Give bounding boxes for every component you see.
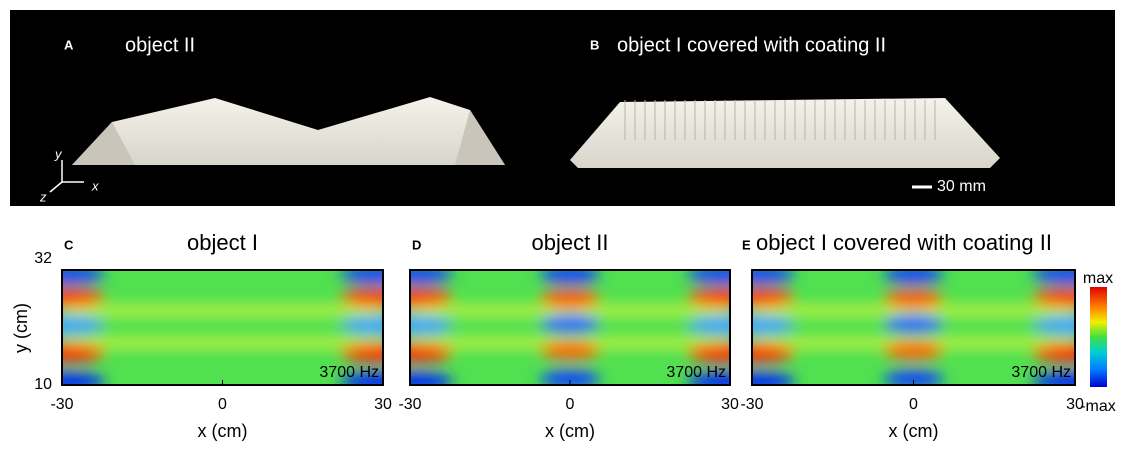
heatmap-blob [29, 344, 105, 362]
heatmap-blob [340, 344, 416, 362]
heatmap-blob [377, 344, 453, 362]
frequency-note: 3700 Hz [666, 364, 726, 381]
x-axis-label: x (cm) [545, 421, 595, 441]
y-axis-label: y (cm) [11, 303, 31, 353]
heatmap-band [62, 305, 383, 317]
heatmap-blob [29, 289, 105, 307]
heatmap-blob [540, 342, 600, 360]
heatmap-blob [377, 289, 453, 307]
x-tick-label: 0 [909, 396, 918, 413]
heatmap-blob [884, 290, 944, 308]
x-tick-label: 30 [374, 396, 392, 413]
x-axis-label: x (cm) [889, 421, 939, 441]
colorbar-label: max [1083, 270, 1113, 287]
heatmap-blob [540, 315, 600, 333]
frequency-note: 3700 Hz [319, 364, 379, 381]
panel-label: B [590, 37, 599, 52]
heatmap-blob [884, 266, 944, 284]
scale-bar-label: 30 mm [937, 178, 986, 195]
heatmap-blob [377, 373, 453, 391]
heatmap-blob [540, 266, 600, 284]
panel-title: object I covered with coating II [756, 230, 1052, 255]
x-axis-label: x (cm) [198, 421, 248, 441]
colorbar-label: -max [1080, 398, 1116, 415]
x-tick-label: -30 [740, 396, 763, 413]
heatmap-band [62, 337, 383, 349]
panel-label: C [64, 237, 74, 252]
x-tick-label: -30 [398, 396, 421, 413]
heatmap-blob [29, 266, 105, 284]
heatmap-blob [340, 316, 416, 334]
heatmap-blob [884, 342, 944, 360]
heatmap-blob [540, 290, 600, 308]
x-tick-label: 0 [566, 396, 575, 413]
axis-label: z [39, 189, 47, 204]
x-tick-label: 30 [1066, 396, 1084, 413]
y-tick-label: 32 [34, 250, 52, 267]
panel-title: object II [125, 34, 195, 56]
x-tick-label: 0 [218, 396, 227, 413]
frequency-note: 3700 Hz [1011, 364, 1071, 381]
panel-title: object I [187, 230, 258, 255]
panel-title: object II [531, 230, 608, 255]
colorbar [1090, 287, 1107, 387]
panel-label: E [742, 237, 751, 252]
panel-title: object I covered with coating II [617, 34, 886, 56]
figure: A object II B object I covered with coat… [0, 0, 1125, 444]
heatmap-blob [377, 266, 453, 284]
axis-label: x [91, 178, 99, 193]
heatmap-blob [884, 315, 944, 333]
x-tick-label: 30 [721, 396, 739, 413]
panel-label: A [64, 37, 74, 52]
y-tick-label: 10 [34, 376, 52, 393]
x-tick-label: -30 [50, 396, 73, 413]
heatmap-blob [377, 316, 453, 334]
heatmap-blob [340, 266, 416, 284]
heatmap-blob [29, 316, 105, 334]
panel-label: D [412, 237, 421, 252]
heatmap-blob [340, 289, 416, 307]
